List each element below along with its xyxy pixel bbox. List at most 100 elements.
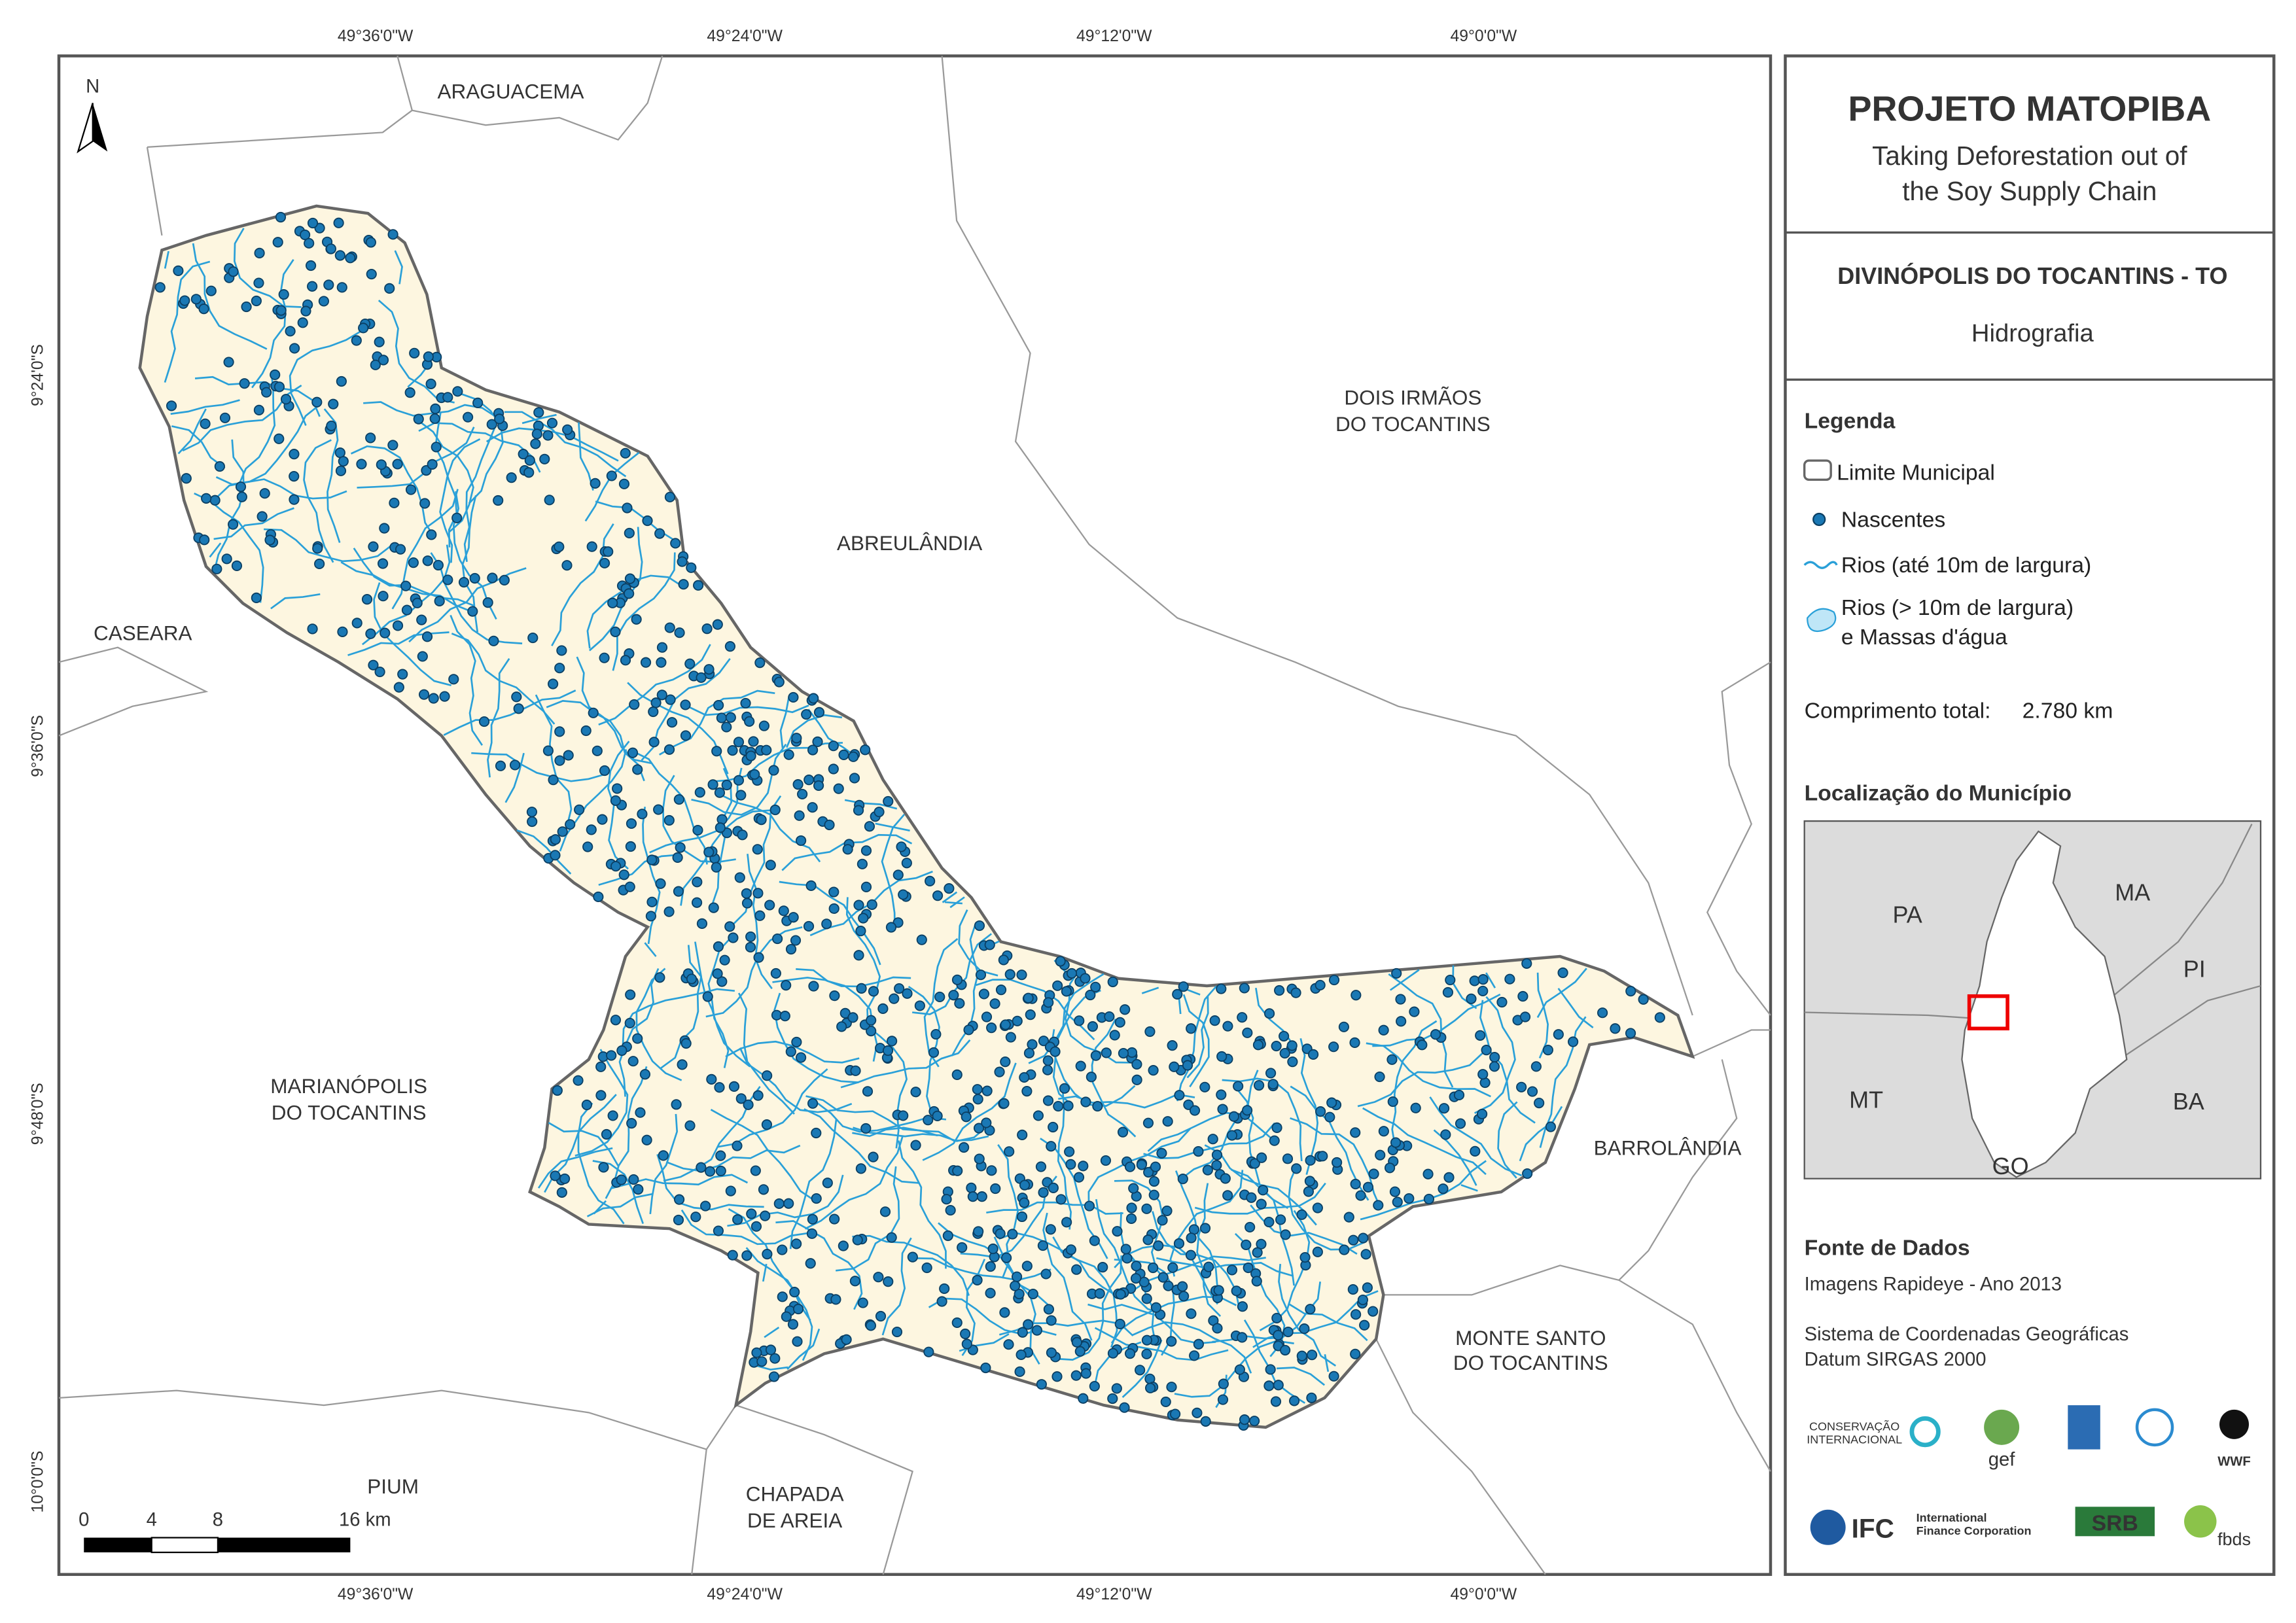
- spring: [765, 1344, 777, 1355]
- spring: [713, 700, 724, 711]
- spring: [693, 580, 704, 591]
- spring: [1239, 1414, 1250, 1425]
- spring: [1120, 1004, 1131, 1015]
- spring: [1355, 1190, 1366, 1201]
- spring: [1048, 1182, 1059, 1193]
- spring: [506, 472, 517, 483]
- spring: [1237, 1012, 1248, 1023]
- spring: [1177, 1174, 1188, 1185]
- spring: [788, 912, 799, 923]
- spring: [852, 1234, 863, 1246]
- spring: [807, 744, 819, 756]
- spring: [280, 394, 292, 405]
- river: [728, 1208, 811, 1321]
- river: [691, 743, 787, 816]
- spring: [1222, 1021, 1233, 1032]
- spring: [656, 689, 667, 701]
- boundary: [58, 1389, 913, 1575]
- spring: [1061, 986, 1072, 997]
- spring: [1038, 1036, 1050, 1047]
- spring: [639, 1069, 651, 1080]
- spring: [753, 952, 764, 963]
- coord-label: 9°48'0"S: [29, 1083, 46, 1145]
- river: [516, 829, 572, 875]
- spring: [745, 941, 756, 952]
- spring: [546, 417, 558, 428]
- spring: [616, 1045, 627, 1056]
- spring: [1263, 1008, 1275, 1019]
- river: [1182, 994, 1210, 1088]
- spring: [734, 872, 745, 883]
- spring: [595, 1090, 607, 1101]
- spring: [768, 765, 779, 776]
- spring: [728, 932, 739, 943]
- spring: [877, 1003, 889, 1015]
- spring: [1117, 1126, 1129, 1138]
- spring: [289, 449, 300, 460]
- spring: [696, 918, 708, 929]
- spring: [828, 763, 839, 775]
- spring: [448, 674, 459, 685]
- coord-label: 49°36'0"W: [338, 27, 414, 45]
- spring: [1350, 1127, 1361, 1138]
- spring: [1150, 1161, 1161, 1172]
- spring: [356, 459, 367, 470]
- spring: [740, 697, 751, 709]
- place-label: MONTE SANTO: [1455, 1326, 1606, 1350]
- spring: [1527, 1086, 1538, 1097]
- spring: [392, 459, 403, 470]
- spring: [724, 921, 735, 932]
- spring: [628, 1174, 639, 1185]
- spring: [1004, 1146, 1015, 1157]
- spring: [624, 588, 635, 599]
- legend-swatch: [1807, 608, 1837, 633]
- spring: [885, 922, 897, 933]
- boundary: [1375, 1265, 1619, 1575]
- river: [644, 942, 657, 957]
- spring: [311, 396, 323, 408]
- spring: [1078, 1161, 1089, 1172]
- spring: [961, 1111, 972, 1123]
- spring: [828, 903, 839, 915]
- spring: [1282, 1326, 1294, 1338]
- state-label: MT: [1849, 1087, 1883, 1113]
- spring: [1305, 1304, 1316, 1315]
- spring: [1033, 1110, 1044, 1121]
- spring: [442, 574, 453, 585]
- spring: [777, 1291, 788, 1302]
- spring: [857, 858, 868, 869]
- spring: [1530, 1061, 1542, 1072]
- spring: [550, 834, 561, 845]
- logo-text: INTERNACIONAL: [1807, 1433, 1902, 1446]
- river: [450, 614, 484, 746]
- river: [521, 413, 557, 425]
- spring: [199, 534, 210, 546]
- spring: [198, 304, 209, 315]
- spring: [1075, 1060, 1086, 1072]
- river: [687, 945, 751, 1068]
- spring: [849, 1276, 860, 1287]
- coord-label: 49°36'0"W: [338, 1586, 414, 1603]
- river: [463, 427, 496, 562]
- spring: [1522, 1168, 1533, 1179]
- spring: [1387, 1096, 1398, 1108]
- river: [753, 1364, 788, 1371]
- spring: [792, 1336, 803, 1347]
- scale-segment: [84, 1537, 152, 1553]
- spring: [703, 664, 715, 675]
- spring: [368, 659, 379, 671]
- river: [578, 422, 594, 491]
- spring: [1101, 1047, 1112, 1058]
- spring: [1090, 981, 1101, 992]
- spring: [1386, 1054, 1398, 1065]
- spring: [1331, 1157, 1343, 1168]
- spring: [936, 1296, 947, 1307]
- spring: [1100, 1155, 1112, 1166]
- spring: [533, 407, 544, 418]
- spring: [1357, 1294, 1368, 1306]
- spring: [779, 1011, 790, 1022]
- spring: [1360, 1249, 1371, 1260]
- spring: [451, 512, 463, 523]
- spring: [785, 943, 797, 955]
- spring: [539, 453, 550, 464]
